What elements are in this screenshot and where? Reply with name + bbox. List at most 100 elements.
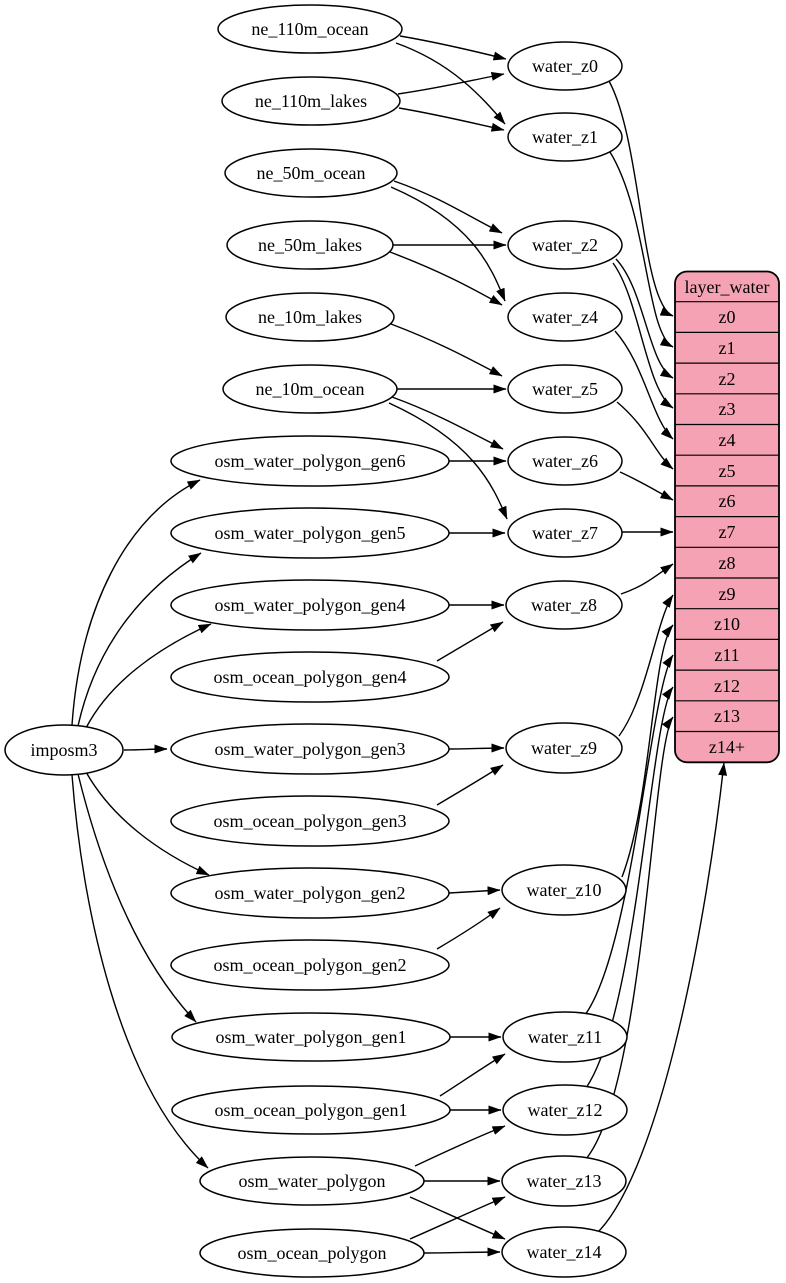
node-water-z9: water_z9 xyxy=(505,722,623,774)
edge-imposm3-osm-water-polygon-gen6 xyxy=(71,479,201,726)
node-ne-10m-ocean: ne_10m_ocean xyxy=(222,364,398,414)
edge-ne-50m-ocean-water-z2 xyxy=(393,180,503,234)
edge-ne-10m-lakes-water-z5 xyxy=(390,323,503,377)
node-osm-ocean-polygon-gen1: osm_ocean_polygon_gen1 xyxy=(171,1085,451,1135)
node-ne-110m-lakes-shape xyxy=(221,76,401,126)
node-water-z10: water_z10 xyxy=(501,864,627,916)
node-osm-ocean-polygon-gen2-label: osm_ocean_polygon_gen2 xyxy=(214,955,407,975)
edge-ne-10m-ocean-water-z6 xyxy=(391,396,504,450)
edge-water-z0-port-z0 xyxy=(608,80,674,317)
edge-ne-50m-ocean-water-z4 xyxy=(390,186,506,302)
layer-water-row-z4: z4 xyxy=(719,430,736,450)
node-osm-ocean-polygon: osm_ocean_polygon xyxy=(199,1228,425,1278)
node-imposm3-label: imposm3 xyxy=(30,740,97,760)
node-water-z7-label: water_z7 xyxy=(532,523,598,543)
node-water-z0-label: water_z0 xyxy=(532,56,598,76)
node-osm-ocean-polygon-gen4: osm_ocean_polygon_gen4 xyxy=(170,651,450,703)
edge-water-z4-port-z4 xyxy=(614,330,674,440)
node-ne-10m-ocean-shape xyxy=(222,364,398,414)
node-water-z4: water_z4 xyxy=(507,292,623,342)
edge-imposm3-osm-water-polygon-gen2 xyxy=(85,771,210,876)
layer-water-row-z11: z11 xyxy=(714,645,739,665)
edge-layer xyxy=(71,35,728,1257)
node-water-z12-shape xyxy=(502,1084,628,1136)
node-osm-water-polygon-label: osm_water_polygon xyxy=(239,1171,386,1191)
node-osm-ocean-polygon-gen3: osm_ocean_polygon_gen3 xyxy=(170,795,450,847)
edge-water-z9-port-z9 xyxy=(618,594,674,737)
edge-imposm3-osm-water-polygon-gen5 xyxy=(77,552,202,727)
node-water-z1: water_z1 xyxy=(507,112,623,162)
node-ne-110m-ocean: ne_110m_ocean xyxy=(217,4,403,54)
node-osm-water-polygon-gen2-shape xyxy=(170,867,450,919)
node-ne-110m-lakes-label: ne_110m_lakes xyxy=(255,91,367,111)
edge-water-z6-port-z6 xyxy=(619,471,674,501)
edge-osm-ocean-polygon-water-z14 xyxy=(423,1247,501,1257)
node-imposm3-shape xyxy=(4,724,124,776)
node-osm-ocean-polygon-gen4-shape xyxy=(170,651,450,703)
node-osm-ocean-polygon-label: osm_ocean_polygon xyxy=(238,1243,387,1263)
node-water-z11: water_z11 xyxy=(502,1011,628,1063)
node-water-z10-label: water_z10 xyxy=(527,880,602,900)
node-osm-ocean-polygon-gen3-label: osm_ocean_polygon_gen3 xyxy=(214,811,407,831)
node-water-z5-shape xyxy=(507,364,623,414)
edge-osm-ocean-polygon-gen2-water-z10 xyxy=(436,907,501,950)
layer-water-row-z3: z3 xyxy=(719,399,736,419)
node-ne-110m-ocean-label: ne_110m_ocean xyxy=(251,19,368,39)
node-water-z0-shape xyxy=(507,41,623,91)
node-water-z2-shape xyxy=(507,220,623,270)
edge-imposm3-osm-water-polygon-gen1 xyxy=(77,773,197,1023)
node-ne-50m-lakes-label: ne_50m_lakes xyxy=(258,235,362,255)
layer-water-row-z9: z9 xyxy=(719,584,736,604)
node-water-z6-label: water_z6 xyxy=(532,451,598,471)
node-water-z11-label: water_z11 xyxy=(528,1027,602,1047)
node-osm-water-polygon-gen5-shape xyxy=(170,507,450,559)
node-water-z6: water_z6 xyxy=(507,436,623,486)
edge-imposm3-osm-water-polygon-gen4 xyxy=(85,623,212,729)
node-water-z0: water_z0 xyxy=(507,41,623,91)
edge-osm-water-polygon-gen2-water-z10 xyxy=(448,886,501,896)
node-water-z1-shape xyxy=(507,112,623,162)
layer-water-row-z7: z7 xyxy=(719,522,736,542)
node-osm-water-polygon-gen3-label: osm_water_polygon_gen3 xyxy=(215,739,406,759)
node-ne-50m-ocean-label: ne_50m_ocean xyxy=(257,163,366,183)
node-osm-ocean-polygon-gen2-shape xyxy=(170,939,450,991)
layer-water-row-z14plus: z14+ xyxy=(709,737,745,757)
edge-water-z11-port-z11 xyxy=(584,654,674,1016)
node-ne-10m-lakes: ne_10m_lakes xyxy=(225,292,395,342)
node-water-z12-label: water_z12 xyxy=(528,1100,603,1120)
node-imposm3: imposm3 xyxy=(4,724,124,776)
node-osm-water-polygon-gen2: osm_water_polygon_gen2 xyxy=(170,867,450,919)
edge-water-z1-port-z1 xyxy=(609,151,674,348)
node-osm-water-polygon-gen5-label: osm_water_polygon_gen5 xyxy=(215,523,406,543)
layer-water-row-z8: z8 xyxy=(719,553,736,573)
node-water-z6-shape xyxy=(507,436,623,486)
layer-water-row-z2: z2 xyxy=(719,369,736,389)
node-osm-water-polygon-gen6-label: osm_water_polygon_gen6 xyxy=(215,451,406,471)
edge-osm-ocean-polygon-gen4-water-z8 xyxy=(436,621,504,662)
node-ne-50m-lakes: ne_50m_lakes xyxy=(226,220,394,270)
layer-water-row-z5: z5 xyxy=(719,461,736,481)
node-water-z8: water_z8 xyxy=(505,580,623,630)
node-osm-water-polygon-gen6-shape xyxy=(170,435,450,487)
edge-ne-10m-ocean-water-z7 xyxy=(388,402,508,520)
node-osm-water-polygon-gen4-shape xyxy=(170,579,450,631)
node-osm-water-polygon-gen1-shape xyxy=(171,1012,451,1062)
node-water-z12: water_z12 xyxy=(502,1084,628,1136)
node-water-z1-label: water_z1 xyxy=(532,127,598,147)
node-water-z2: water_z2 xyxy=(507,220,623,270)
layer-water-row-z0: z0 xyxy=(719,307,736,327)
node-water-z9-shape xyxy=(505,722,623,774)
layer-water-row-z1: z1 xyxy=(719,338,736,358)
edge-osm-ocean-polygon-water-z13 xyxy=(409,1196,506,1240)
layer-water-row-z10: z10 xyxy=(714,614,740,634)
node-osm-ocean-polygon-gen1-shape xyxy=(171,1085,451,1135)
node-ne-50m-ocean-shape xyxy=(224,148,398,198)
node-water-z2-label: water_z2 xyxy=(532,235,598,255)
node-water-z11-shape xyxy=(502,1011,628,1063)
node-water-z4-label: water_z4 xyxy=(532,307,598,327)
node-ne-110m-lakes: ne_110m_lakes xyxy=(221,76,401,126)
node-osm-ocean-polygon-gen2: osm_ocean_polygon_gen2 xyxy=(170,939,450,991)
node-osm-water-polygon-gen1: osm_water_polygon_gen1 xyxy=(171,1012,451,1062)
node-ne-110m-ocean-shape xyxy=(217,4,403,54)
node-ne-10m-ocean-label: ne_10m_ocean xyxy=(256,379,365,399)
